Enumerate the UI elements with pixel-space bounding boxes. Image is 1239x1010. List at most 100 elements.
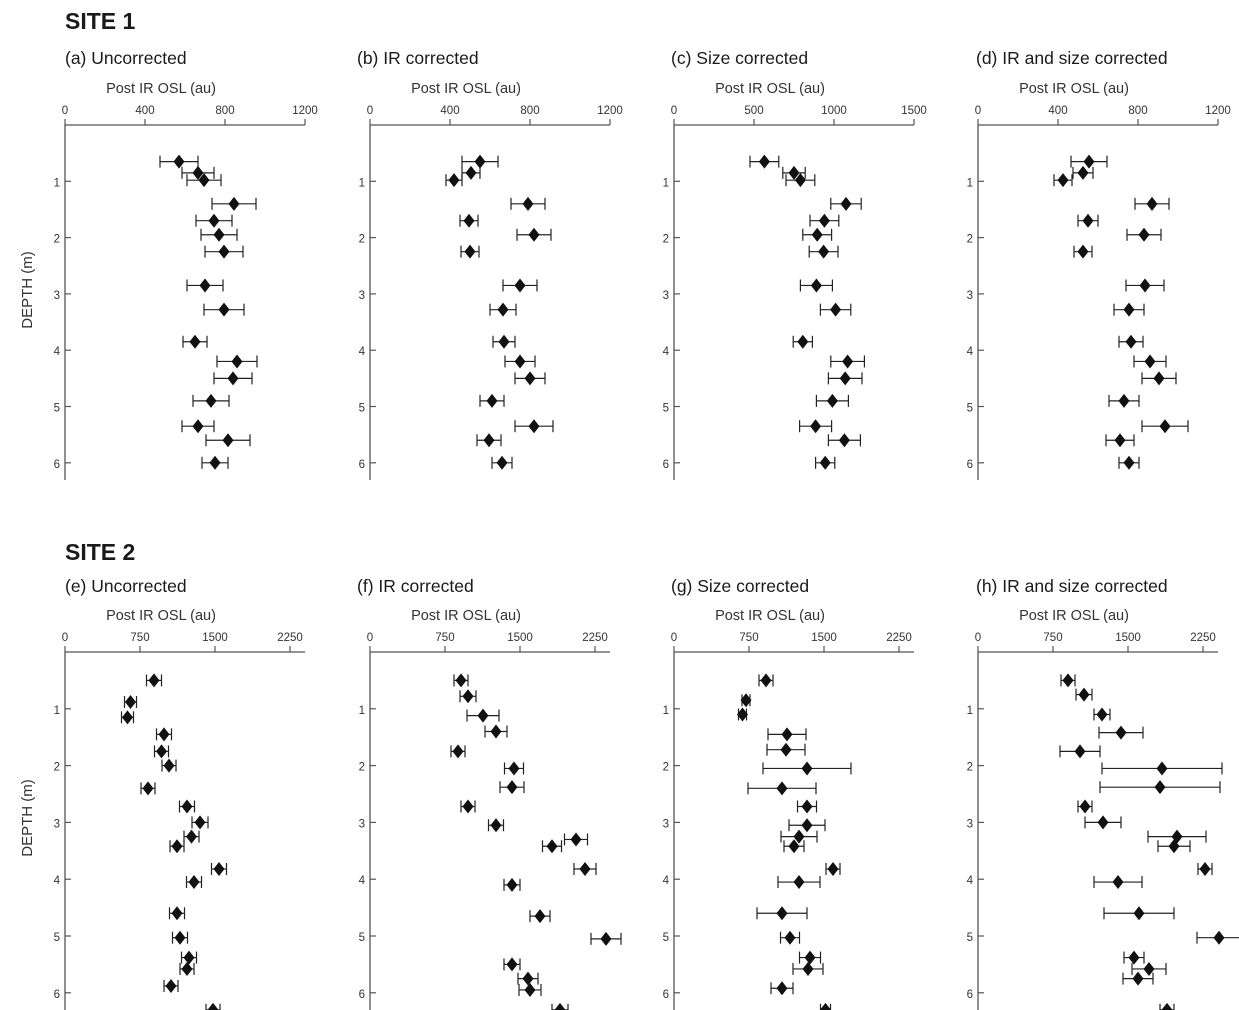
x-axis-label: Post IR OSL (au): [411, 81, 521, 97]
data-point-marker: [797, 334, 809, 349]
data-point-marker: [818, 213, 830, 228]
y-tick-label: 1: [663, 177, 669, 189]
data-point-marker: [1161, 1002, 1173, 1010]
y-tick-label: 1: [663, 705, 669, 717]
data-point-marker: [171, 839, 183, 854]
data-point-marker: [1143, 961, 1155, 976]
y-tick-label: 5: [359, 932, 365, 944]
data-point-marker: [1168, 839, 1180, 854]
x-tick-label: 0: [975, 105, 981, 117]
panel-c-plot: Post IR OSL (au) 0 500 1000 1500 1 2 3 4 5 6: [663, 81, 927, 480]
data-point-marker: [194, 815, 206, 830]
data-point-marker: [228, 196, 240, 211]
panel-e-title: (e) Uncorrected: [65, 576, 187, 596]
y-tick-label: 3: [54, 290, 60, 302]
data-point-marker: [838, 433, 850, 448]
data-point-marker: [163, 758, 175, 773]
x-tick-label: 1200: [1205, 105, 1231, 117]
x-tick-label: 0: [367, 105, 373, 117]
y-tick-label: 3: [663, 818, 669, 830]
x-tick-label: 1500: [811, 632, 837, 644]
data-point-marker: [524, 371, 536, 386]
data-point-marker: [181, 799, 193, 814]
data-point-marker: [1078, 687, 1090, 702]
data-point-marker: [207, 1002, 219, 1010]
panel-b-title: (b) IR corrected: [357, 48, 479, 68]
x-tick-label: 0: [367, 632, 373, 644]
x-axis-label: Post IR OSL (au): [715, 81, 825, 97]
data-point-marker: [784, 930, 796, 945]
y-tick-label: 1: [359, 705, 365, 717]
data-point-marker: [776, 781, 788, 796]
panel-g-title: (g) Size corrected: [671, 576, 810, 596]
data-point-marker: [522, 196, 534, 211]
y-tick-label: 2: [359, 234, 365, 246]
data-point-marker: [462, 689, 474, 704]
data-point-marker: [528, 227, 540, 242]
data-point-marker: [802, 961, 814, 976]
data-point-marker: [464, 244, 476, 259]
data-point-marker: [840, 196, 852, 211]
x-tick-label: 1500: [1115, 632, 1141, 644]
site-1-title: SITE 1: [65, 8, 136, 34]
data-point-marker: [490, 724, 502, 739]
data-point-marker: [1079, 799, 1091, 814]
x-tick-label: 750: [1043, 632, 1062, 644]
data-point-marker: [483, 433, 495, 448]
y-tick-label: 5: [663, 403, 669, 415]
y-tick-label: 3: [359, 290, 365, 302]
data-point-marker: [173, 154, 185, 169]
data-point-marker: [781, 727, 793, 742]
x-axis-label: Post IR OSL (au): [411, 608, 521, 624]
data-point-marker: [199, 278, 211, 293]
data-point-marker: [218, 244, 230, 259]
data-point-marker: [1139, 278, 1151, 293]
data-point-marker: [142, 781, 154, 796]
data-point-marker: [213, 861, 225, 876]
y-tick-label: 1: [967, 177, 973, 189]
data-point-marker: [1083, 154, 1095, 169]
data-point-marker: [600, 931, 612, 946]
data-point-marker: [183, 950, 195, 965]
data-point-marker: [534, 909, 546, 924]
data-point-marker: [801, 761, 813, 776]
y-tick-label: 3: [359, 818, 365, 830]
data-point-marker: [1133, 906, 1145, 921]
data-point-marker: [804, 950, 816, 965]
depth-axis-label-site-2: DEPTH (m): [19, 779, 36, 857]
data-point-marker: [758, 154, 770, 169]
data-point-marker: [546, 839, 558, 854]
data-point-marker: [171, 906, 183, 921]
data-point-marker: [222, 433, 234, 448]
y-tick-label: 2: [54, 234, 60, 246]
data-point-marker: [125, 694, 136, 709]
data-point-marker: [801, 799, 813, 814]
data-point-marker: [1125, 334, 1137, 349]
panel-g-plot: Post IR OSL (au) 0 750 1500 2250 1 2 3 4 5 6: [663, 608, 914, 1010]
data-point-marker: [570, 832, 582, 847]
data-point-marker: [486, 393, 498, 408]
x-tick-label: 400: [1048, 105, 1067, 117]
x-tick-label: 750: [130, 632, 149, 644]
data-point-marker: [474, 154, 486, 169]
y-tick-label: 2: [663, 762, 669, 774]
x-tick-label: 0: [62, 105, 68, 117]
data-point-marker: [452, 744, 464, 759]
x-tick-label: 1200: [292, 105, 318, 117]
data-point-marker: [842, 354, 854, 369]
y-tick-label: 5: [663, 932, 669, 944]
x-tick-label: 0: [671, 105, 677, 117]
y-tick-label: 6: [663, 459, 669, 471]
data-point-marker: [506, 877, 518, 892]
data-point-marker: [1057, 173, 1069, 188]
data-point-marker: [1123, 455, 1135, 470]
data-point-marker: [1096, 707, 1108, 722]
data-point-marker: [181, 961, 193, 976]
data-point-marker: [780, 742, 792, 757]
data-point-marker: [1156, 761, 1168, 776]
x-tick-label: 1000: [821, 105, 847, 117]
data-point-marker: [1213, 930, 1225, 945]
data-point-marker: [496, 455, 508, 470]
x-tick-label: 800: [1128, 105, 1147, 117]
data-point-marker: [737, 707, 748, 722]
